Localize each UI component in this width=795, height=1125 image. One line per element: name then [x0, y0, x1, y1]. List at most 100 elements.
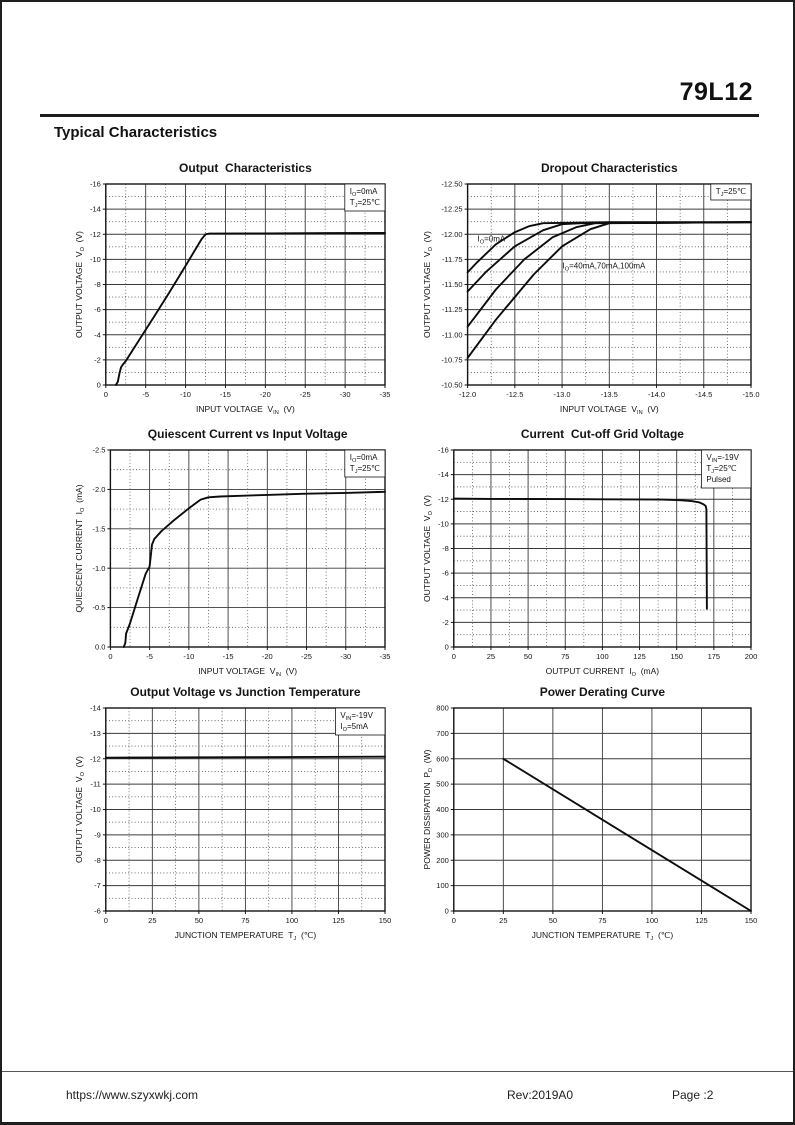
footer-rule	[2, 1071, 793, 1072]
part-number: 79L12	[679, 78, 753, 106]
axes: 0 25 50 75 100 125 150 0 100 200 300 400 500 600 700 80…	[422, 704, 757, 942]
svg-text:-2: -2	[442, 618, 449, 627]
legend-box	[334, 707, 386, 736]
svg-text:-8: -8	[94, 856, 101, 865]
svg-text:-12: -12	[438, 495, 449, 504]
svg-text:700: 700	[436, 729, 449, 738]
legend-line: TJ=25℃	[350, 464, 380, 475]
x-axis-label: OUTPUT CURRENT IO (mA)	[546, 666, 660, 678]
curve-PD	[502, 757, 752, 912]
svg-text:125: 125	[633, 652, 646, 661]
header-rule	[40, 114, 759, 117]
svg-text:-0.5: -0.5	[92, 603, 105, 612]
x-axis-label: JUNCTION TEMPERATURE TJ (℃)	[532, 930, 674, 942]
svg-text:-12.50: -12.50	[441, 180, 462, 189]
svg-text:75: 75	[561, 652, 569, 661]
svg-text:0: 0	[445, 907, 449, 916]
svg-text:-10: -10	[90, 805, 101, 814]
svg-text:100: 100	[286, 916, 299, 925]
section-title: Typical Characteristics	[54, 124, 218, 141]
svg-text:50: 50	[524, 652, 532, 661]
footer-page-number: Page :2	[672, 1088, 714, 1102]
svg-text:-6: -6	[94, 305, 101, 314]
svg-text:-10.50: -10.50	[441, 381, 462, 390]
svg-text:-14: -14	[90, 704, 101, 713]
svg-text:-15.0: -15.0	[742, 390, 759, 399]
svg-text:0: 0	[452, 916, 456, 925]
svg-text:0: 0	[104, 390, 108, 399]
svg-text:-25: -25	[300, 390, 311, 399]
svg-text:-30: -30	[340, 390, 351, 399]
svg-text:-15: -15	[223, 652, 234, 661]
y-axis-label: OUTPUT VOLTAGE VO (V)	[74, 756, 86, 863]
svg-text:-2.0: -2.0	[92, 485, 105, 494]
svg-text:-1.0: -1.0	[92, 564, 105, 573]
svg-text:-12.00: -12.00	[441, 230, 462, 239]
x-axis-label: INPUT VOLTAGE VIN (V)	[198, 666, 297, 678]
chart-dropout-characteristics: Dropout Characteristics -12.0 -12.5 -13.0-…	[420, 160, 764, 416]
svg-text:-14.0: -14.0	[648, 390, 665, 399]
chart-title: Dropout Characteristics	[540, 161, 678, 175]
svg-text:-10: -10	[180, 390, 191, 399]
legend-box	[344, 449, 386, 478]
dropout-characteristics-plot: -12.0 -12.5 -13.0 -13.5 -14.0 -14.5 -15.0 -12.5…	[422, 180, 760, 416]
grid	[105, 707, 386, 912]
svg-text:-20: -20	[260, 390, 271, 399]
curve-IO=0mA	[114, 232, 386, 386]
legend-box	[700, 449, 752, 489]
legend-line: TJ=25℃	[716, 187, 746, 198]
svg-text:-4: -4	[442, 593, 449, 602]
svg-text:150: 150	[379, 916, 392, 925]
svg-text:0: 0	[104, 916, 108, 925]
curve-label: IO=40mA,70mA,100mA	[563, 261, 647, 272]
series	[122, 490, 386, 648]
svg-text:-1.5: -1.5	[92, 524, 105, 533]
curve-IO=100mA	[466, 221, 752, 359]
svg-text:-35: -35	[380, 390, 391, 399]
footer-revision: Rev:2019A0	[507, 1088, 574, 1102]
svg-text:-11.50: -11.50	[442, 280, 463, 289]
y-axis-label: OUTPUT VOLTAGE VO (V)	[422, 231, 434, 338]
legend-line: Pulsed	[706, 475, 730, 484]
svg-text:-6: -6	[442, 569, 449, 578]
curve-VO	[104, 755, 386, 759]
legend-line: IO=5mA	[340, 722, 368, 733]
curve-label: IO=0mA	[478, 234, 506, 245]
svg-text:-14.5: -14.5	[695, 390, 712, 399]
chart-current-cutoff: Current Cut-off Grid Voltage 0 25 50 75 100 1…	[420, 426, 764, 678]
svg-text:-13: -13	[90, 729, 101, 738]
svg-text:25: 25	[148, 916, 156, 925]
chart-power-derating: Power Derating Curve 0 25 50 75 100 125 150 0 10…	[420, 684, 764, 942]
legend-line: VIN=-19V	[340, 711, 373, 722]
svg-text:-12: -12	[90, 754, 101, 763]
svg-text:0: 0	[445, 643, 449, 652]
legend-line: TJ=25℃	[350, 198, 380, 209]
svg-text:-12.0: -12.0	[459, 390, 476, 399]
svg-text:-5: -5	[146, 652, 153, 661]
svg-text:-35: -35	[380, 652, 391, 661]
svg-text:100: 100	[596, 652, 609, 661]
series	[502, 757, 752, 912]
svg-text:-11.75: -11.75	[442, 255, 463, 264]
svg-text:100: 100	[436, 881, 449, 890]
y-axis-label: QUIESCENT CURRENT IO (mA)	[74, 484, 86, 612]
legend-line: TJ=25℃	[706, 464, 736, 475]
chart-title: Output Voltage vs Junction Temperature	[130, 685, 361, 699]
svg-text:-5: -5	[142, 390, 149, 399]
svg-text:-2.5: -2.5	[92, 446, 105, 455]
axes: 0 25 50 75 100 125 150 175 200 0 -2 -4 -6 -8 -10 -12 -14…	[422, 446, 757, 678]
svg-text:-10: -10	[90, 255, 101, 264]
svg-text:-25: -25	[301, 652, 312, 661]
chart-output-voltage-vs-temp: Output Voltage vs Junction Temperature 0…	[72, 684, 398, 942]
series	[452, 497, 708, 610]
y-axis-label: POWER DISSIPATION PD (W)	[422, 749, 434, 869]
chart-title: Current Cut-off Grid Voltage	[520, 427, 684, 441]
annotations: TJ=25℃ IO=0mA IO=40mA,70mA,100mA	[478, 183, 752, 273]
svg-text:-8: -8	[94, 280, 101, 289]
footer-url-link[interactable]: https://www.szyxwkj.com	[66, 1088, 199, 1102]
svg-text:-14: -14	[438, 470, 449, 479]
axes: -12.0 -12.5 -13.0 -13.5 -14.0 -14.5 -15.0 -12.5…	[422, 180, 760, 416]
